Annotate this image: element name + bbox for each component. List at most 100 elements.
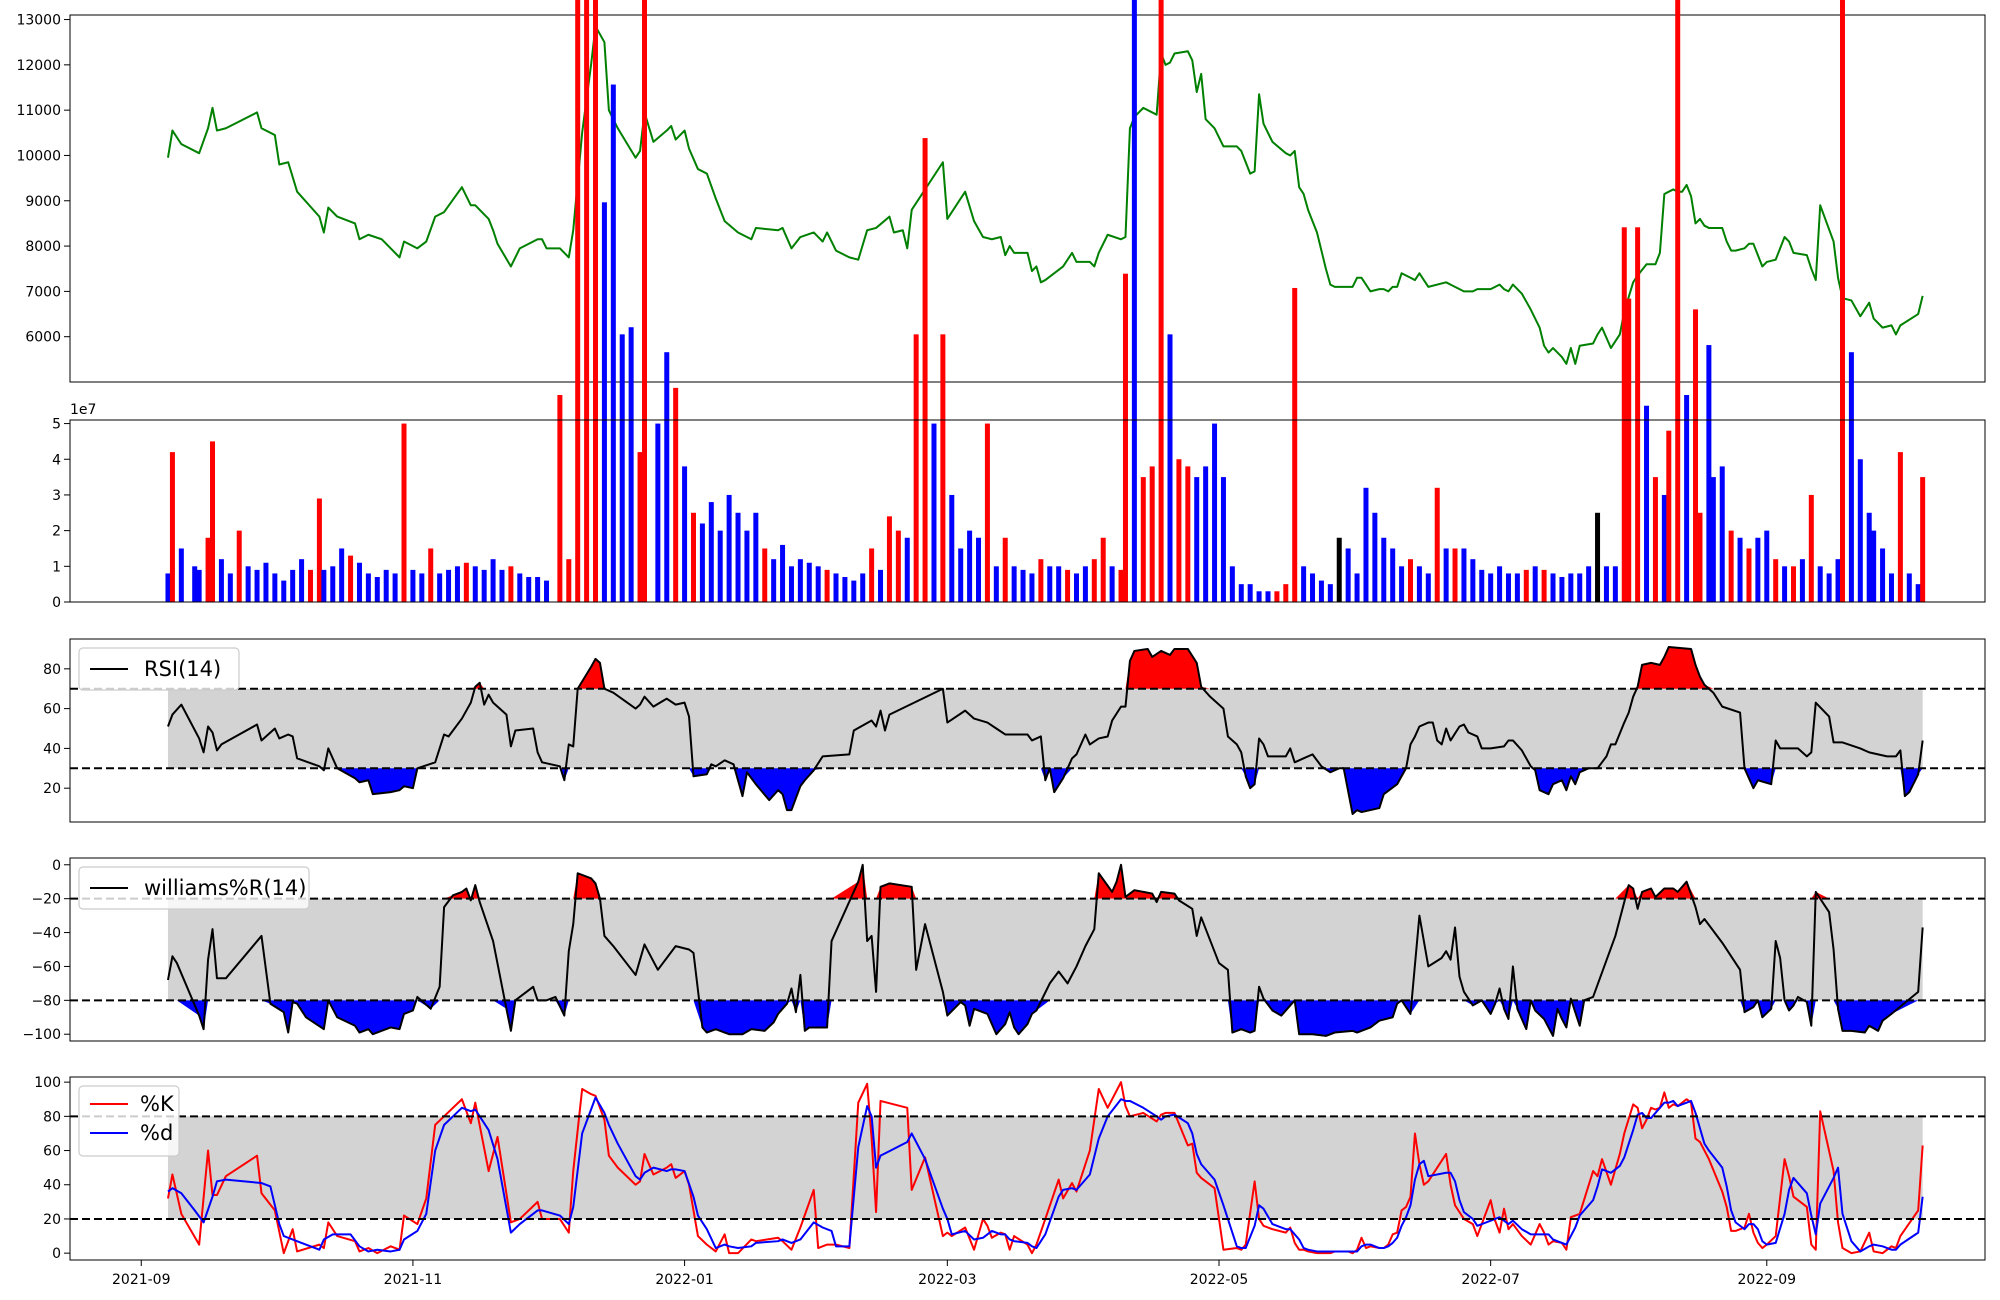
volume-bar: [1920, 477, 1926, 602]
volume-bar: [1229, 566, 1235, 602]
volume-bar: [178, 548, 184, 602]
volume-bar: [1158, 0, 1164, 602]
volume-bar: [1122, 273, 1128, 602]
volume-bar: [1586, 566, 1592, 602]
volume-bar: [1479, 569, 1485, 602]
volume-bar: [673, 387, 679, 602]
volume-bar: [1906, 573, 1912, 602]
stochastic-band: [167, 1116, 1923, 1219]
volume-bar: [365, 573, 371, 602]
volume-bar: [1595, 512, 1601, 602]
volume-bar: [1782, 566, 1788, 602]
volume-bar: [762, 548, 768, 602]
volume-bar: [196, 569, 202, 602]
volume-bar: [1109, 566, 1115, 602]
stochastic-legend: %K %d: [78, 1085, 180, 1157]
williams-axes-frame: [69, 857, 1986, 1042]
price-axes-frame: [69, 14, 1986, 383]
volume-bar: [218, 559, 224, 602]
price-ytick-label: 12000: [16, 58, 61, 74]
volume-bar: [1728, 530, 1734, 602]
volume-bar: [1746, 548, 1752, 602]
rsi-legend: RSI(14): [78, 647, 240, 691]
volume-bar: [428, 548, 434, 602]
volume-bar: [1532, 566, 1538, 602]
volume-bar: [958, 548, 964, 602]
volume-bar: [1675, 0, 1681, 602]
volume-bar: [726, 494, 732, 602]
volume-bar: [1011, 566, 1017, 602]
volume-bar: [842, 577, 848, 602]
volume-bar: [1091, 559, 1097, 602]
volume-bar: [1131, 0, 1137, 603]
stochastic-ytick-label: 80: [43, 1109, 61, 1125]
stochastic-axes-frame: [69, 1076, 1986, 1261]
volume-bar: [1256, 591, 1262, 602]
volume-bar: [1354, 573, 1360, 602]
xtick-label: 2022-09: [1738, 1272, 1797, 1288]
volume-bar: [655, 423, 661, 602]
volume-bar: [1888, 573, 1894, 602]
volume-bar: [1706, 345, 1712, 602]
volume-bar: [1247, 584, 1253, 602]
volume-bar: [410, 569, 416, 602]
volume-bar: [1808, 494, 1814, 602]
volume-bar: [1635, 227, 1641, 603]
stochastic-ytick-label: 20: [43, 1212, 61, 1228]
volume-bar: [1425, 573, 1431, 602]
volume-bar: [1238, 584, 1244, 602]
volume-bar: [1550, 573, 1556, 602]
volume-bar: [1523, 569, 1529, 602]
volume-bar: [949, 494, 955, 602]
volume-bar: [886, 516, 892, 602]
volume-bar: [1603, 566, 1609, 602]
volume-ytick-label: 0: [52, 595, 61, 611]
volume-bar: [753, 512, 759, 602]
xtick-label: 2022-03: [918, 1272, 977, 1288]
volume-bar: [307, 569, 313, 602]
volume-bar: [1514, 573, 1520, 602]
volume-bar: [1848, 352, 1854, 602]
volume-bar: [566, 559, 572, 602]
price-line: [166, 25, 1924, 365]
volume-bar: [717, 530, 723, 602]
volume-bar: [356, 562, 362, 602]
volume-bar: [1212, 423, 1218, 602]
volume-ytick-label: 3: [52, 488, 61, 504]
volume-scale-label: 1e7: [70, 402, 96, 418]
xtick-label: 2022-07: [1461, 1272, 1520, 1288]
volume-bar: [1274, 591, 1280, 602]
volume-bar: [1002, 537, 1008, 602]
volume-bar: [780, 544, 786, 602]
volume-bar: [508, 566, 514, 602]
volume-bar: [1065, 569, 1071, 602]
volume-bar: [1644, 405, 1650, 602]
volume-bar: [1318, 580, 1324, 602]
volume-bar: [1915, 584, 1921, 602]
volume-bar: [192, 566, 198, 602]
volume-bar: [1577, 573, 1583, 602]
volume-bar: [1381, 537, 1387, 602]
rsi-ytick-label: 60: [43, 702, 61, 718]
volume-bar: [1839, 0, 1845, 602]
volume-panel: 0 1 2 3 4 5 1e7: [52, 0, 1986, 611]
volume-bar: [860, 573, 866, 602]
williams-legend-label: williams%R(14): [144, 876, 306, 900]
volume-bar: [1194, 477, 1200, 602]
volume-bar: [557, 395, 563, 602]
volume-bar: [1029, 573, 1035, 602]
volume-bar: [210, 441, 216, 602]
volume-bar: [1568, 573, 1574, 602]
williams-ytick-label: −60: [31, 959, 61, 975]
volume-ytick-label: 5: [52, 417, 61, 433]
volume-bar: [1345, 548, 1351, 602]
volume-bar: [1871, 530, 1877, 602]
price-ytick-label: 9000: [25, 194, 61, 210]
price-ytick-label: 10000: [16, 148, 61, 164]
volume-bar: [833, 573, 839, 602]
volume-bar: [535, 577, 541, 602]
volume-bar: [1693, 309, 1699, 602]
williams-ytick-label: −80: [31, 993, 61, 1009]
volume-bar: [205, 537, 211, 602]
